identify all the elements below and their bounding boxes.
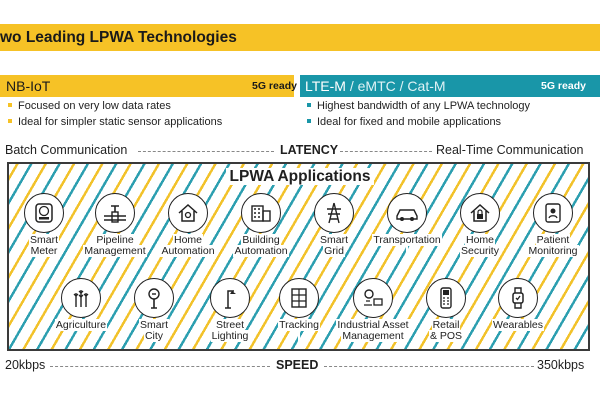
speed-dash-right [324, 366, 534, 367]
ltem-bullets: Highest bandwidth of any LPWA technology… [307, 98, 530, 130]
nbiot-bullets: Focused on very low data rates Ideal for… [8, 98, 222, 130]
app-street-lighting: Street Lighting [190, 278, 270, 342]
watch-icon [498, 278, 538, 318]
latency-left-label: Batch Communication [5, 143, 128, 157]
latency-label: LATENCY [280, 143, 339, 157]
street-lamp-icon [210, 278, 250, 318]
app-pipeline-management: Pipeline Management [75, 193, 155, 257]
industrial-icon [353, 278, 393, 318]
wheat-icon [61, 278, 101, 318]
ltem-alt-names: / eMTC / Cat-M [345, 78, 446, 94]
app-retail-pos: Retail & POS [406, 278, 486, 342]
app-transportation: Transportation [367, 193, 447, 257]
nbiot-header-bar [0, 75, 294, 97]
home-security-icon [460, 193, 500, 233]
ltem-main-name: LTE-M [305, 78, 346, 94]
meter-icon [24, 193, 64, 233]
ltem-header-bar [300, 75, 600, 97]
speed-right-label: 350kbps [537, 358, 585, 372]
latency-dash-right [340, 151, 432, 152]
ltem-5g-ready-badge: 5G ready [541, 80, 586, 92]
car-icon [387, 193, 427, 233]
latency-dash-left [138, 151, 274, 152]
nbiot-5g-ready-badge: 5G ready [252, 80, 297, 92]
bullet-icon [8, 119, 12, 124]
app-smart-grid: Smart Grid [294, 193, 374, 257]
tracking-icon [279, 278, 319, 318]
bullet-icon [307, 103, 311, 108]
patient-icon [533, 193, 573, 233]
list-item: Focused on very low data rates [8, 98, 222, 114]
home-automation-icon [168, 193, 208, 233]
list-item: Ideal for fixed and mobile applications [307, 114, 530, 130]
bullet-icon [307, 119, 311, 124]
list-item: Highest bandwidth of any LPWA technology [307, 98, 530, 114]
ltem-name: LTE-M / eMTC / Cat-M [305, 78, 446, 94]
app-smart-meter: Smart Meter [4, 193, 84, 257]
app-tracking: Tracking [259, 278, 339, 342]
app-smart-city: Smart City [114, 278, 194, 342]
app-home-security: Home Security [440, 193, 520, 257]
app-agriculture: Agriculture [41, 278, 121, 342]
power-tower-icon [314, 193, 354, 233]
speed-dash-left [50, 366, 270, 367]
pipeline-icon [95, 193, 135, 233]
building-icon [241, 193, 281, 233]
title-bar [0, 24, 600, 51]
bullet-icon [8, 103, 12, 108]
applications-title: LPWA Applications [0, 168, 600, 186]
app-patient-monitoring: Patient Monitoring [513, 193, 593, 257]
app-industrial-asset-management: Industrial Asset Management [333, 278, 413, 342]
page-title: wo Leading LPWA Technologies [0, 29, 237, 46]
list-item: Ideal for simpler static sensor applicat… [8, 114, 222, 130]
pos-terminal-icon [426, 278, 466, 318]
nbiot-name: NB-IoT [6, 78, 51, 94]
speed-label: SPEED [276, 358, 319, 372]
app-wearables: Wearables [478, 278, 558, 342]
latency-right-label: Real-Time Communication [436, 143, 584, 157]
speed-left-label: 20kbps [5, 358, 46, 372]
app-building-automation: Building Automation [221, 193, 301, 257]
app-home-automation: Home Automation [148, 193, 228, 257]
parking-meter-icon [134, 278, 174, 318]
